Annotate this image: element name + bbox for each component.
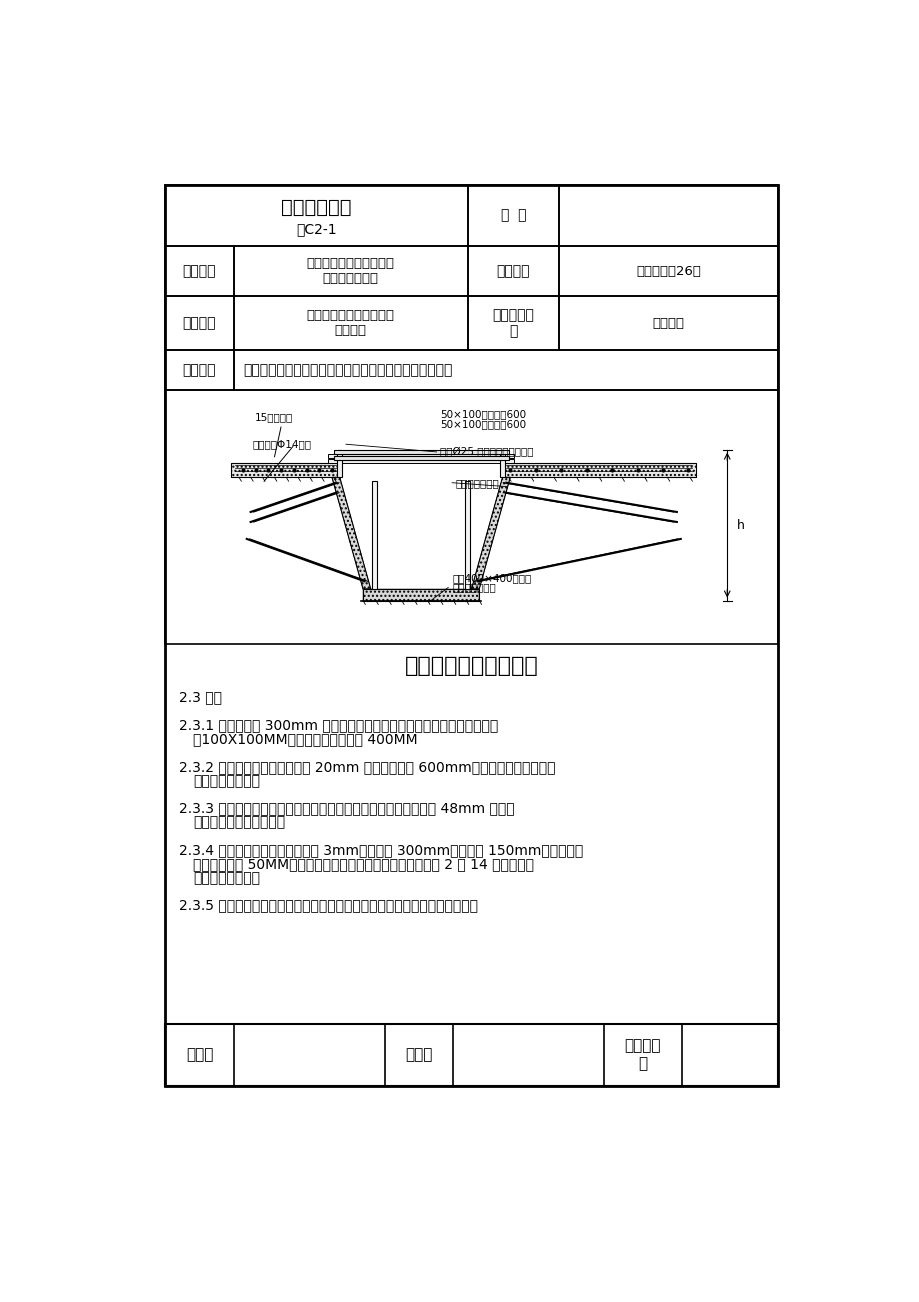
- Bar: [334, 456, 508, 461]
- Text: 交底日期: 交底日期: [496, 264, 529, 279]
- Bar: [559, 246, 777, 297]
- Bar: [467, 297, 559, 350]
- Text: 2.3 导墙: 2.3 导墙: [179, 690, 222, 704]
- Bar: [334, 449, 508, 454]
- Text: 施工单位: 施工单位: [183, 316, 216, 331]
- Text: 某某市某某建设工程劳务
有限公司: 某某市某某建设工程劳务 有限公司: [306, 310, 394, 337]
- Text: 15厚多层板: 15厚多层板: [255, 413, 292, 423]
- Text: 筏型基础积水坑、电梯基坑、导墙、后浇带模板技术交底: 筏型基础积水坑、电梯基坑、导墙、后浇带模板技术交底: [243, 363, 452, 378]
- Text: 钢管两侧加顶托: 钢管两侧加顶托: [456, 478, 499, 488]
- Text: 交底人: 交底人: [404, 1047, 432, 1062]
- Text: 底板400×400开气孔: 底板400×400开气孔: [451, 573, 531, 583]
- Bar: [467, 246, 559, 297]
- Bar: [363, 589, 479, 600]
- Text: 撇点，以便加固。: 撇点，以便加固。: [193, 773, 260, 788]
- Bar: [165, 185, 777, 1086]
- Bar: [165, 185, 467, 246]
- Polygon shape: [471, 478, 510, 589]
- Text: 某某年４月26日: 某某年４月26日: [635, 264, 700, 277]
- Text: 加上可调顶托进行加固。: 加上可调顶托进行加固。: [193, 815, 285, 829]
- Text: 50×100方木间距600: 50×100方木间距600: [440, 410, 526, 419]
- Bar: [165, 1025, 777, 1086]
- Text: 技术交底记录: 技术交底记录: [281, 198, 351, 217]
- Text: 模板工程: 模板工程: [652, 316, 684, 329]
- Text: 密目钢丝网封闭: 密目钢丝网封闭: [451, 582, 495, 592]
- Polygon shape: [332, 478, 370, 589]
- Bar: [233, 246, 467, 297]
- Text: 水面，搭接为 50MM，搭接部位必须满焊。根据控制标高采用 2 级 14 的钉筋与墙: 水面，搭接为 50MM，搭接部位必须满焊。根据控制标高采用 2 级 14 的钉筋…: [193, 857, 534, 871]
- Text: 2.3.2 在墙两侧分别预埋直径为 20mm 钉筋，间距为 600mm，与底板筋点焊作为支: 2.3.2 在墙两侧分别预埋直径为 20mm 钉筋，间距为 600mm，与底板筋…: [179, 760, 555, 773]
- Bar: [328, 454, 514, 458]
- Text: h: h: [736, 518, 743, 531]
- Bar: [465, 482, 470, 589]
- Text: 交底提要: 交底提要: [183, 363, 216, 378]
- Bar: [500, 449, 505, 478]
- Text: 2.3.1 导墙高度为 300mm 根据图纸先拼装好模板，外邦两道水平方向方木: 2.3.1 导墙高度为 300mm 根据图纸先拼装好模板，外邦两道水平方向方木: [179, 719, 498, 732]
- Text: 二级Ø25 钢筋与底板上钢焊牢: 二级Ø25 钢筋与底板上钢焊牢: [440, 447, 533, 457]
- Text: 每边两根Φ14拉筋: 每边两根Φ14拉筋: [252, 439, 311, 449]
- Text: 50×100方木间距600: 50×100方木间距600: [440, 419, 526, 430]
- Bar: [502, 464, 696, 478]
- Text: 工程名称: 工程名称: [183, 264, 216, 279]
- Text: 某某市中心医院新区建设
工程一号建筑物: 某某市中心医院新区建设 工程一号建筑物: [306, 258, 394, 285]
- Bar: [328, 458, 514, 462]
- Text: 审核人: 审核人: [186, 1047, 213, 1062]
- Bar: [559, 297, 777, 350]
- Bar: [559, 185, 777, 246]
- Bar: [363, 589, 479, 600]
- Text: （100X100MM），竖向背樞间距为 400MM: （100X100MM），竖向背樞间距为 400MM: [193, 732, 417, 746]
- Bar: [165, 391, 777, 644]
- Bar: [165, 297, 233, 350]
- Bar: [165, 350, 233, 391]
- Text: 表C2-1: 表C2-1: [296, 223, 336, 236]
- Text: 2.3.3 根据墙边线、控制标高，挂通长水平线支设模板，并用直径 48mm 的钉管: 2.3.3 根据墙边线、控制标高，挂通长水平线支设模板，并用直径 48mm 的钉…: [179, 802, 515, 815]
- Text: 集水坑、电梯坑模板图: 集水坑、电梯坑模板图: [404, 656, 538, 676]
- Bar: [467, 185, 559, 246]
- Bar: [502, 464, 696, 478]
- Text: 体钉筋焊接固定。: 体钉筋焊接固定。: [193, 871, 260, 885]
- Text: 分项工程名
称: 分项工程名 称: [492, 309, 534, 339]
- Bar: [231, 464, 339, 478]
- Bar: [372, 482, 377, 589]
- Bar: [233, 297, 467, 350]
- Bar: [233, 350, 777, 391]
- Text: 接受交底
人: 接受交底 人: [624, 1039, 661, 1072]
- Text: 2.3.5 模板固定完后拉通线检查模板要顺直，尺寸要准确，具体做法见下图：: 2.3.5 模板固定完后拉通线检查模板要顺直，尺寸要准确，具体做法见下图：: [179, 898, 478, 913]
- Bar: [337, 449, 342, 478]
- Bar: [231, 464, 339, 478]
- Text: 2.3.4 安装止水钉板，钉板厚度为 3mm，宽度为 300mm，埋入硌 150mm，凹槽向迎: 2.3.4 安装止水钉板，钉板厚度为 3mm，宽度为 300mm，埋入硌 150…: [179, 844, 583, 857]
- Text: 编  号: 编 号: [500, 208, 526, 223]
- Bar: [165, 246, 233, 297]
